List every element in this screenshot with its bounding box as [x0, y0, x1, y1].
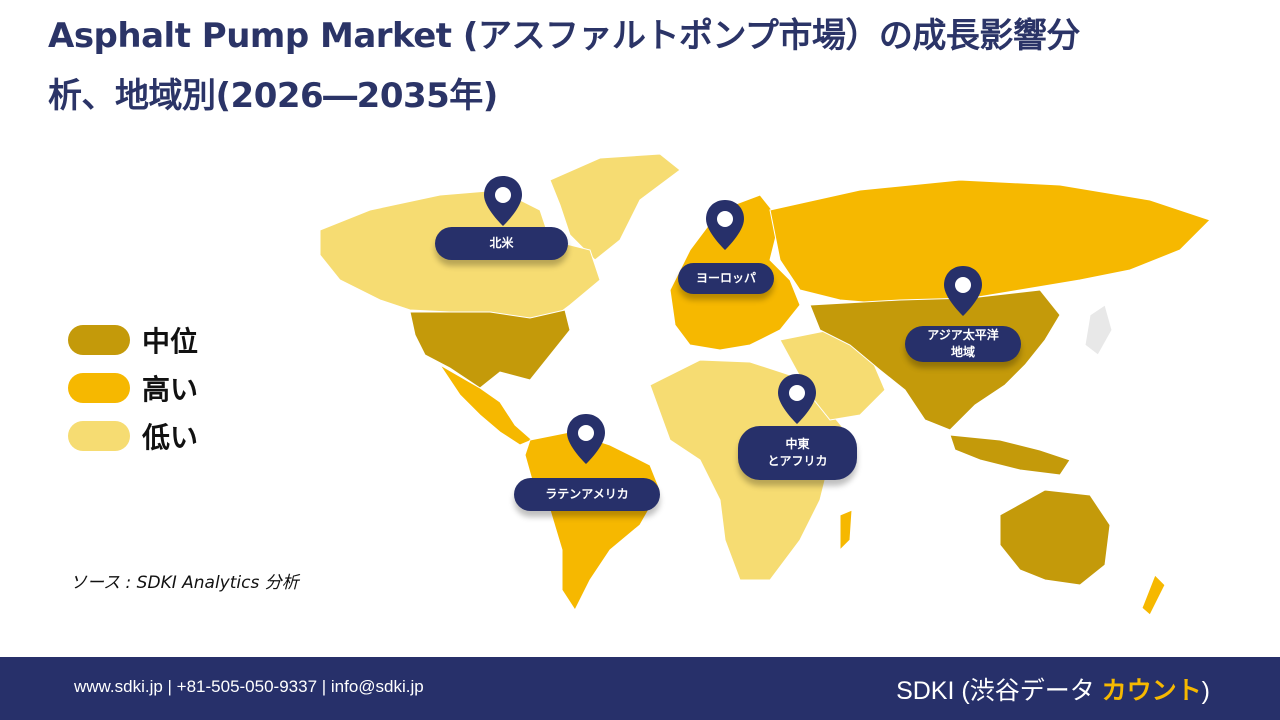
legend-item-medium: 中位	[68, 316, 198, 364]
russia-region	[769, 179, 1211, 306]
asia-pacific-label-line-1: アジア太平洋	[927, 328, 999, 342]
north-america-label-text: 北米	[489, 236, 514, 250]
brand-prefix: SDKI (渋谷データ	[896, 677, 1102, 705]
madagascar-region	[839, 509, 853, 552]
europe-label-text: ヨーロッパ	[695, 271, 756, 285]
legend-swatch-high	[68, 373, 130, 403]
north-america-pin-icon	[484, 176, 522, 226]
middle-east-pin-icon	[778, 374, 816, 424]
asia-pacific-pin-icon	[944, 266, 982, 316]
japan-region	[1084, 304, 1113, 356]
footer-contact: www.sdki.jp | +81-505-050-9337 | info@sd…	[74, 677, 424, 696]
australia-region	[999, 489, 1111, 586]
brand-suffix: )	[1201, 677, 1210, 705]
footer-brand: SDKI (渋谷データ カウント)	[896, 671, 1210, 707]
greenland-region	[549, 153, 681, 261]
world-map	[319, 153, 1211, 616]
legend-item-low: 低い	[68, 412, 198, 460]
mexico-region	[439, 364, 533, 446]
legend-swatch-medium	[68, 325, 130, 355]
region-label-europe: ヨーロッパ	[678, 263, 774, 294]
title-line-2: 析、地域別(2026―2035年)	[48, 76, 498, 116]
title-line-1: Asphalt Pump Market (アスファルトポンプ市場）の成長影響分	[48, 16, 1080, 56]
southeast-asia-region	[949, 434, 1071, 476]
latin-america-pin-icon	[567, 414, 605, 464]
region-label-asia-pacific: アジア太平洋 地域	[905, 326, 1021, 362]
legend-item-high: 高い	[68, 364, 198, 412]
legend-label-high: 高い	[142, 373, 199, 406]
footer-bar: www.sdki.jp | +81-505-050-9337 | info@sd…	[0, 657, 1280, 720]
source-note: ソース : SDKI Analytics 分析	[70, 573, 299, 593]
middle-east-label-line-1: 中東	[785, 437, 810, 451]
page-title: Asphalt Pump Market (アスファルトポンプ市場）の成長影響分 …	[48, 6, 1248, 126]
legend-swatch-low	[68, 421, 130, 451]
asia-pacific-label-line-2: 地域	[950, 345, 975, 359]
latin-america-label-text: ラテンアメリカ	[545, 487, 629, 501]
legend-label-low: 低い	[142, 421, 199, 454]
new-zealand-region	[1141, 574, 1166, 616]
region-label-middle-east-africa: 中東 とアフリカ	[738, 426, 857, 480]
map-legend: 中位 高い 低い	[68, 316, 198, 460]
usa-region	[409, 309, 571, 389]
brand-accent: カウント	[1101, 677, 1202, 705]
legend-label-medium: 中位	[142, 325, 199, 358]
europe-pin-icon	[706, 200, 744, 250]
middle-east-label-line-2: とアフリカ	[767, 454, 828, 468]
region-label-north-america: 北米	[435, 227, 568, 260]
region-label-latin-america: ラテンアメリカ	[514, 478, 660, 511]
